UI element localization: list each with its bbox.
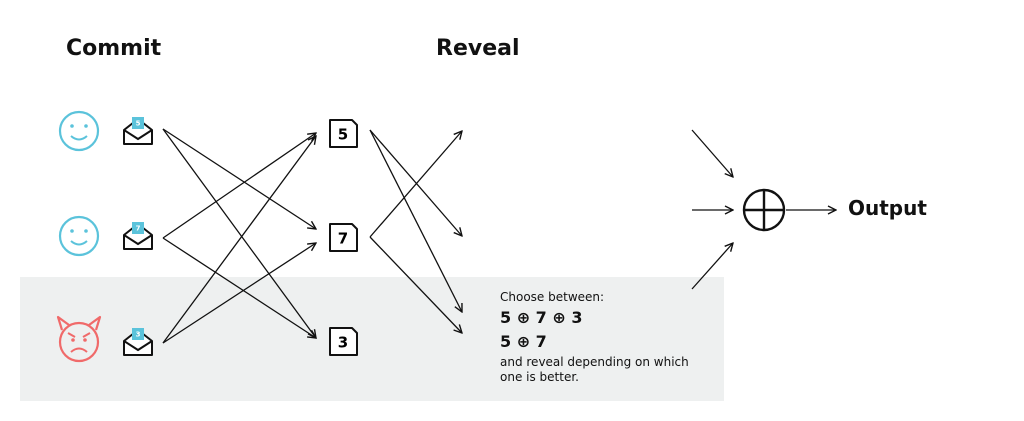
arrow-icon <box>162 133 316 239</box>
envelope-value: 7 <box>136 225 141 233</box>
arrow-icon <box>162 243 316 344</box>
xor-circle-icon <box>742 188 786 232</box>
note-outro: and reveal depending on which one is bet… <box>500 355 689 384</box>
smiley-face-icon <box>58 110 100 152</box>
open-envelope-icon: 7 <box>123 222 153 250</box>
reveal-arrows <box>369 129 462 333</box>
commit-heading: Commit <box>66 36 162 61</box>
open-envelope-icon: 3 <box>123 328 153 356</box>
revealed-value: 3 <box>338 334 348 352</box>
arrow-icon <box>369 129 462 236</box>
commit-arrows <box>162 128 316 344</box>
revealed-value: 5 <box>338 126 348 144</box>
option-two: 5 ⊕ 7 <box>500 332 547 351</box>
arrow-icon <box>369 129 462 312</box>
value-document-3: 3 <box>329 327 358 356</box>
value-document-5: 5 <box>329 119 358 148</box>
arrow-icon <box>691 129 733 177</box>
open-envelope-icon: 5 <box>123 117 153 145</box>
malicious-choice-note: Choose between: 5 ⊕ 7 ⊕ 3 5 ⊕ 7 and reve… <box>500 290 700 385</box>
arrow-icon <box>162 136 316 344</box>
value-document-7: 7 <box>329 223 358 252</box>
arrow-icon <box>162 128 316 338</box>
output-label: Output <box>848 196 927 220</box>
arrow-icon <box>369 236 462 333</box>
envelope-value: 3 <box>136 331 141 339</box>
reveal-heading: Reveal <box>436 36 520 61</box>
revealed-value: 7 <box>338 230 348 248</box>
arrow-icon <box>162 128 316 229</box>
smiley-face-icon <box>58 215 100 257</box>
option-all-three: 5 ⊕ 7 ⊕ 3 <box>500 308 583 327</box>
envelope-value: 5 <box>136 120 141 128</box>
arrow-icon <box>691 243 733 290</box>
arrow-icon <box>369 131 462 238</box>
arrow-icon <box>162 237 316 338</box>
combine-arrows <box>691 129 836 290</box>
note-intro: Choose between: <box>500 290 605 304</box>
angry-devil-face-icon <box>56 315 102 363</box>
